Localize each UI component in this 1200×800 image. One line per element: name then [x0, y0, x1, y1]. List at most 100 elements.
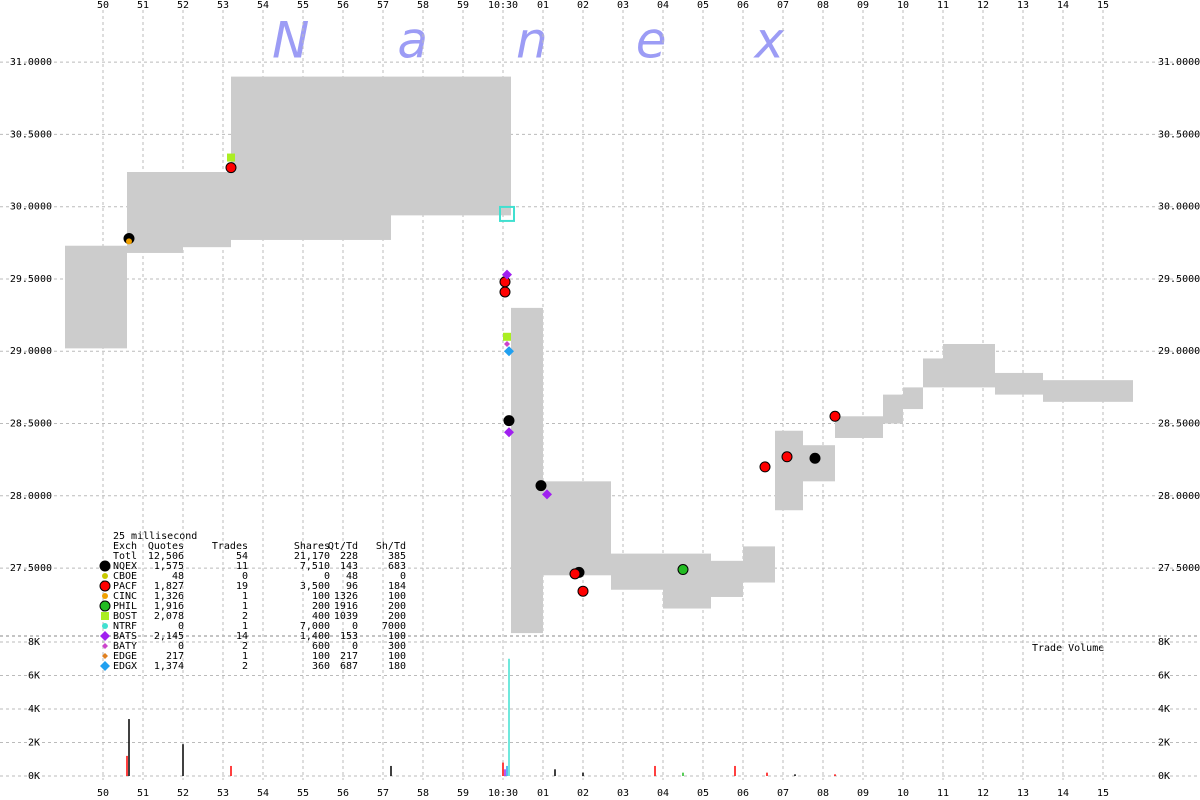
legend-marker	[99, 580, 111, 592]
x-tick-label: 12	[977, 0, 989, 11]
column-header: Shares	[294, 541, 330, 552]
spread-band	[65, 245, 127, 349]
stats-cell: 200	[312, 601, 330, 612]
x-tick-label: 06	[737, 0, 749, 11]
stats-cell: 1916	[334, 601, 358, 612]
legend-marker	[100, 631, 110, 641]
legend-name: EDGX	[113, 661, 137, 672]
spread-band	[775, 430, 803, 511]
x-tick-label: 15	[1097, 0, 1109, 11]
x-tick-label: 51	[137, 788, 149, 799]
x-tick-label: 05	[697, 788, 709, 799]
x-tick-label: 10:30	[488, 788, 518, 799]
stats-cell: 217	[166, 651, 184, 662]
y2-tick-label: 4K	[1158, 704, 1170, 715]
x-tick-label: 55	[297, 788, 309, 799]
x-tick-label: 54	[257, 788, 269, 799]
x-tick-label: 10	[897, 788, 909, 799]
legend-marker	[102, 573, 108, 579]
stats-cell: 360	[312, 661, 330, 672]
volume-bar	[506, 765, 508, 776]
column-header: Sh/Td	[376, 541, 406, 552]
legend-name: BOST	[113, 611, 137, 622]
y-tick-label: 28.0000	[10, 491, 52, 502]
legend-name: NTRF	[113, 621, 137, 632]
y-tick-label: 27.5000	[1158, 563, 1200, 574]
totals-cell: 21,170	[294, 551, 330, 562]
stats-cell: 2	[242, 611, 248, 622]
stats-cell: 180	[388, 661, 406, 672]
stats-cell: 1,575	[154, 561, 184, 572]
stats-cell: 100	[312, 591, 330, 602]
trade-marker	[504, 346, 514, 357]
stats-cell: 400	[312, 611, 330, 622]
x-tick-label: 53	[217, 0, 229, 11]
legend-marker	[102, 643, 108, 649]
y-tick-label: 30.5000	[10, 129, 52, 140]
totals-cell: 385	[388, 551, 406, 562]
y2-tick-label: 2K	[28, 738, 40, 749]
trade-marker	[829, 410, 841, 422]
stats-cell: 0	[178, 621, 184, 632]
volume-bar	[794, 774, 796, 776]
spread-band	[1043, 380, 1133, 402]
legend-marker	[99, 600, 111, 612]
stats-cell: 0	[400, 571, 406, 582]
legend-marker	[99, 560, 111, 572]
volume-bar	[504, 769, 506, 776]
x-tick-label: 03	[617, 788, 629, 799]
stats-cell: 48	[346, 571, 358, 582]
stats-cell: 7000	[382, 621, 406, 632]
volume-bar	[126, 755, 128, 776]
stats-cell: 0	[324, 571, 330, 582]
spread-band	[903, 387, 923, 410]
stats-cell: 0	[242, 571, 248, 582]
y-tick-label: 31.0000	[1158, 57, 1200, 68]
stats-cell: 1,374	[154, 661, 184, 672]
y2-tick-label: 8K	[28, 637, 40, 648]
y-tick-label: 28.5000	[1158, 419, 1200, 430]
stats-cell: 2	[242, 641, 248, 652]
volume-bar	[128, 719, 130, 776]
x-tick-label: 52	[177, 788, 189, 799]
y-tick-label: 27.5000	[10, 563, 52, 574]
legend-name: BATY	[113, 641, 137, 652]
volume-label: Trade Volume	[1032, 643, 1104, 654]
spread-band	[663, 553, 711, 609]
stats-cell: 14	[236, 631, 248, 642]
trade-marker	[503, 332, 511, 341]
totals-cell: 12,506	[148, 551, 184, 562]
trade-marker	[504, 427, 514, 438]
stats-cell: 200	[388, 601, 406, 612]
x-tick-label: 03	[617, 0, 629, 11]
stats-cell: 143	[340, 561, 358, 572]
volume-bar	[230, 765, 232, 776]
stats-cell: 7,000	[300, 621, 330, 632]
x-tick-label: 08	[817, 0, 829, 11]
x-tick-label: 04	[657, 0, 669, 11]
x-tick-label: 59	[457, 788, 469, 799]
y-tick-label: 28.0000	[1158, 491, 1200, 502]
x-tick-label: 10:30	[488, 0, 518, 11]
spread-band	[231, 76, 391, 240]
x-tick-label: 11	[937, 788, 949, 799]
totals-cell: 228	[340, 551, 358, 562]
x-tick-label: 01	[537, 0, 549, 11]
volume-bar	[582, 772, 584, 776]
spread-band	[883, 394, 903, 424]
trade-marker	[677, 564, 689, 576]
stats-cell: 7,510	[300, 561, 330, 572]
x-tick-label: 14	[1057, 788, 1069, 799]
x-tick-label: 56	[337, 0, 349, 11]
x-tick-label: 05	[697, 0, 709, 11]
y2-tick-label: 0K	[28, 771, 40, 782]
y-tick-label: 31.0000	[10, 57, 52, 68]
stats-cell: 100	[388, 651, 406, 662]
trade-marker	[225, 162, 237, 174]
spread-band	[743, 546, 775, 583]
spread-band	[391, 76, 511, 216]
stats-cell: 1	[242, 591, 248, 602]
volume-bar	[390, 765, 392, 776]
stats-cell: 0	[178, 641, 184, 652]
